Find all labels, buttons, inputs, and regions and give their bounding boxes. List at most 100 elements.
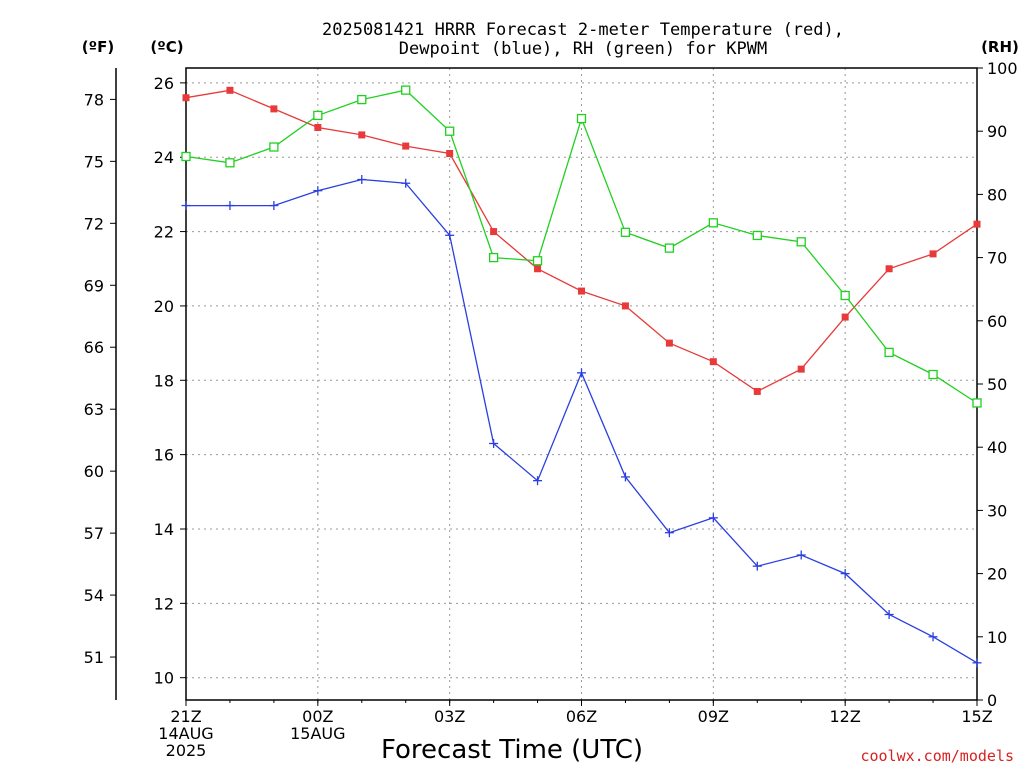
fahrenheit-tick-label: 60: [84, 462, 104, 481]
temperature-point: [578, 287, 585, 295]
dewpoint-point: [401, 178, 411, 188]
temperature-point: [446, 150, 454, 158]
rh-point: [532, 256, 543, 266]
rh-tick-label: 10: [987, 628, 1007, 647]
celsius-tick-label: 22: [154, 223, 174, 242]
rh-point: [269, 142, 279, 152]
fahrenheit-tick-label: 78: [84, 90, 104, 109]
plot-frame: [185, 67, 978, 701]
rh-tick-label: 100: [987, 59, 1018, 78]
dewpoint-point: [840, 569, 850, 579]
grid-layer: [186, 68, 977, 700]
rh-tick-label: 70: [987, 249, 1007, 268]
celsius-tick-label: 26: [154, 74, 174, 93]
celsius-tick-label: 12: [154, 594, 174, 613]
celsius-tick-label: 14: [154, 520, 174, 539]
dewpoint-point: [489, 438, 499, 448]
dewpoint-point: [269, 201, 279, 211]
rh-point: [752, 230, 762, 241]
rh-tick-label: 90: [987, 122, 1007, 141]
dewpoint-point: [752, 561, 762, 571]
time-tick-label: 12Z: [830, 707, 861, 726]
rh-point: [488, 252, 499, 263]
fahrenheit-tick-label: 69: [84, 276, 104, 295]
rh-point: [664, 243, 675, 253]
fahrenheit-tick-label: 54: [84, 586, 104, 605]
rh-tick-label: 40: [987, 438, 1007, 457]
rh-point: [796, 237, 806, 247]
celsius-tick-label: 16: [154, 446, 174, 465]
rh-point: [708, 218, 718, 228]
rh-point: [884, 347, 894, 358]
celsius-tick-label: 20: [154, 297, 174, 316]
temperature-point: [841, 313, 849, 321]
time-tick-label: 09Z: [698, 707, 729, 726]
rh-point: [181, 151, 191, 162]
dewpoint-point: [445, 230, 455, 240]
fahrenheit-tick-label: 63: [84, 400, 104, 419]
dewpoint-point: [225, 201, 235, 211]
time-tick-label: 00Z: [302, 707, 333, 726]
temperature-point: [490, 228, 498, 236]
chart-title-line1: 2025081421 HRRR Forecast 2-meter Tempera…: [322, 20, 844, 40]
temperature-point: [709, 358, 717, 366]
dewpoint-point: [620, 472, 630, 482]
rh-tick-label: 80: [987, 185, 1007, 204]
dewpoint-point: [577, 368, 586, 378]
credit-text: coolwx.com/models: [860, 747, 1014, 765]
fahrenheit-tick-label: 57: [84, 524, 104, 543]
rh-point: [445, 126, 455, 136]
temperature-point: [753, 387, 761, 395]
time-tick-label: 15Z: [961, 707, 992, 726]
chart-title-line2: Dewpoint (blue), RH (green) for KPWM: [399, 39, 767, 59]
temperature-point: [534, 265, 542, 273]
rh-unit-label: (RH): [981, 38, 1019, 56]
temperature-point: [270, 105, 278, 113]
rh-point: [972, 398, 982, 408]
celsius-unit-label: (ºC): [150, 38, 183, 56]
temperature-point: [182, 94, 190, 102]
rh-tick-label: 50: [987, 375, 1007, 394]
dewpoint-point: [928, 632, 938, 642]
axes-layer: 10121416182022242621Z14AUG202500Z15AUG03…: [84, 59, 1018, 760]
time-tick-label: 03Z: [434, 707, 465, 726]
celsius-tick-label: 10: [154, 669, 174, 688]
celsius-tick-label: 18: [154, 371, 174, 390]
time-tick-label: 2025: [166, 741, 207, 760]
rh-tick-label: 0: [987, 691, 997, 710]
rh-point: [357, 94, 367, 105]
fahrenheit-tick-label: 66: [84, 338, 104, 357]
temperature-point: [402, 142, 410, 150]
dewpoint-point: [884, 609, 894, 619]
dewpoint-point: [708, 513, 718, 523]
temperature-point: [973, 220, 981, 228]
dewpoint-point: [181, 201, 191, 211]
rh-point: [576, 113, 587, 124]
temperature-point: [665, 339, 673, 347]
x-axis-title: Forecast Time (UTC): [381, 735, 643, 765]
rh-tick-label: 60: [987, 312, 1007, 331]
time-tick-label: 14AUG: [158, 724, 213, 743]
fahrenheit-tick-label: 51: [84, 648, 104, 667]
fahrenheit-tick-label: 75: [84, 152, 104, 171]
rh-point: [225, 158, 235, 168]
celsius-tick-label: 24: [154, 148, 174, 167]
temperature-point: [314, 123, 322, 131]
series-layer: [181, 85, 982, 668]
fahrenheit-unit-label: (ºF): [82, 38, 114, 56]
dewpoint-point: [313, 186, 323, 196]
time-tick-label: 15AUG: [290, 724, 345, 743]
dewpoint-point: [972, 658, 982, 668]
time-tick-label: 21Z: [170, 707, 201, 726]
temperature-point: [621, 302, 629, 310]
temperature-point: [797, 365, 805, 373]
rh-point: [840, 290, 850, 301]
dewpoint-point: [357, 175, 367, 185]
temperature-point: [885, 265, 893, 273]
dewpoint-point: [796, 550, 806, 560]
rh-point: [401, 85, 411, 95]
rh-tick-label: 30: [987, 501, 1007, 520]
fahrenheit-tick-label: 72: [84, 214, 104, 233]
rh-point: [620, 227, 631, 237]
